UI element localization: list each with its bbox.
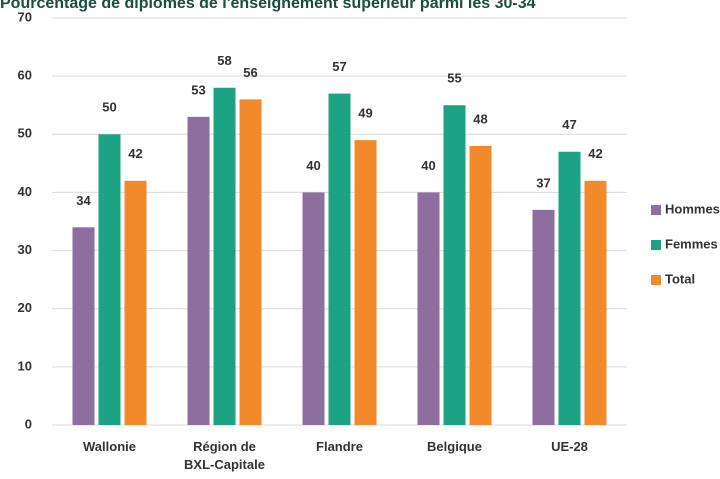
y-tick-label: 70 <box>18 9 32 24</box>
data-label: 49 <box>358 106 372 121</box>
data-label: 34 <box>76 193 91 208</box>
y-tick-label: 0 <box>25 416 32 431</box>
x-tick-label: Wallonie <box>83 439 136 454</box>
data-label: 40 <box>421 158 435 173</box>
bar <box>124 180 147 425</box>
data-label: 56 <box>243 65 257 80</box>
chart-title: Pourcentage de diplômés de l'enseignemen… <box>0 0 536 12</box>
data-label: 40 <box>306 158 320 173</box>
legend-swatch <box>651 275 661 285</box>
bar <box>354 140 377 425</box>
y-tick-label: 50 <box>18 126 32 141</box>
data-label: 48 <box>473 111 487 126</box>
data-label: 57 <box>332 59 346 74</box>
bar <box>302 192 325 425</box>
data-label: 53 <box>191 82 205 97</box>
bar <box>98 134 121 426</box>
bar <box>239 99 262 426</box>
data-label: 55 <box>447 71 461 86</box>
x-tick-label: Région de BXL-Capitale <box>184 439 265 472</box>
bar <box>584 180 607 425</box>
bar <box>443 105 466 425</box>
bar <box>328 93 351 425</box>
bar <box>532 209 555 425</box>
bar <box>558 151 581 425</box>
legend-label: Femmes <box>665 236 718 251</box>
bar <box>72 227 95 425</box>
bar <box>417 192 440 425</box>
legend-swatch <box>651 205 661 215</box>
bar <box>469 145 492 425</box>
x-tick-label: Belgique <box>427 439 482 454</box>
data-label: 42 <box>128 146 142 161</box>
bar <box>213 87 236 426</box>
data-label: 42 <box>588 146 602 161</box>
y-tick-label: 30 <box>18 242 32 257</box>
legend-swatch <box>651 240 661 250</box>
data-label: 58 <box>217 53 231 68</box>
legend-label: Hommes <box>665 201 720 216</box>
data-label: 50 <box>102 100 116 115</box>
bar <box>187 116 210 425</box>
data-label: 37 <box>536 175 550 190</box>
y-tick-label: 40 <box>18 184 32 199</box>
legend-label: Total <box>665 271 695 286</box>
y-tick-label: 20 <box>18 300 32 315</box>
y-tick-label: 10 <box>18 358 32 373</box>
y-tick-label: 60 <box>18 68 32 83</box>
data-label: 47 <box>562 117 576 132</box>
x-tick-label: UE-28 <box>551 439 588 454</box>
x-tick-label: Flandre <box>316 439 363 454</box>
